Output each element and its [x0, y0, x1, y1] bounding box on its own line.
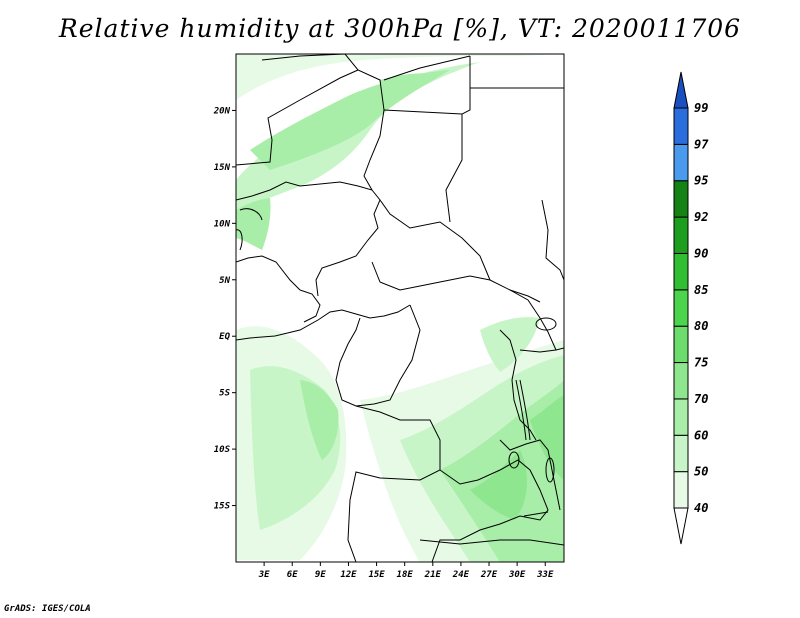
colorbar-high-triangle: [673, 71, 689, 109]
colorbar-segment: [673, 143, 689, 182]
colorbar-segment: [673, 107, 689, 145]
lon-tick-label: 15E: [368, 570, 385, 580]
lon-tick-label: 30E: [508, 570, 526, 580]
lon-tick-label: 12E: [340, 570, 357, 580]
colorbar-segment: [673, 325, 689, 364]
lat-tick-label: 10N: [214, 219, 231, 229]
colorbar-level-label: 75: [694, 356, 708, 370]
lon-tick-label: 27E: [480, 570, 498, 580]
longitude-axis: 3E 6E 9E 12E 15E 18E 21E 24E 27E 30E 33E: [258, 562, 554, 580]
colorbar-segment: [673, 398, 689, 436]
lon-tick-label: 24E: [452, 570, 470, 580]
map-title: Relative humidity at 300hPa [%], VT: 202…: [58, 14, 742, 43]
colorbar-segment: [673, 434, 689, 473]
lat-tick-label: 15N: [214, 163, 231, 173]
lat-tick-label: 15S: [214, 502, 231, 512]
lon-tick-label: 6E: [287, 570, 298, 580]
colorbar-level-label: 85: [694, 283, 708, 297]
lat-tick-label: 10S: [214, 445, 231, 455]
colorbar-level-label: 90: [694, 246, 708, 260]
colorbar-level-label: 60: [694, 428, 708, 442]
colorbar-level-label: 70: [694, 392, 708, 406]
colorbar-low-triangle: [673, 507, 689, 545]
colorbar-level-label: 99: [694, 101, 708, 115]
lat-tick-label: 20N: [213, 106, 231, 116]
lat-tick-label: EQ: [219, 332, 230, 342]
colorbar-segment: [673, 362, 689, 400]
lon-tick-label: 9E: [315, 570, 326, 580]
lon-tick-label: 21E: [424, 570, 442, 580]
lat-tick-label: 5N: [219, 276, 230, 286]
colorbar-segment: [673, 471, 689, 509]
colorbar-segment: [673, 216, 689, 254]
colorbar-level-label: 40: [694, 501, 708, 515]
colorbar-segment: [673, 180, 689, 218]
lon-tick-label: 33E: [536, 570, 554, 580]
latitude-axis: 20N 15N 10N 5N EQ 5S 10S 15S: [213, 106, 236, 512]
colorbar-segment: [673, 289, 689, 327]
grads-credit: GrADS: IGES/COLA: [4, 604, 91, 614]
humidity-field: [236, 54, 564, 562]
lon-tick-label: 3E: [258, 570, 270, 580]
map-frame: [235, 53, 565, 563]
lon-tick-label: 18E: [397, 570, 414, 580]
colorbar-level-label: 80: [694, 319, 708, 333]
lakes: [508, 317, 557, 517]
colorbar-level-label: 97: [694, 137, 709, 151]
colorbar: 40 50 60 70 75 80 85 90 92 95 97 99: [673, 71, 709, 545]
colorbar-level-label: 92: [694, 210, 708, 224]
lat-tick-label: 5S: [219, 389, 230, 399]
colorbar-level-label: 95: [694, 174, 708, 188]
colorbar-level-label: 50: [694, 465, 708, 479]
colorbar-segment: [673, 252, 689, 291]
